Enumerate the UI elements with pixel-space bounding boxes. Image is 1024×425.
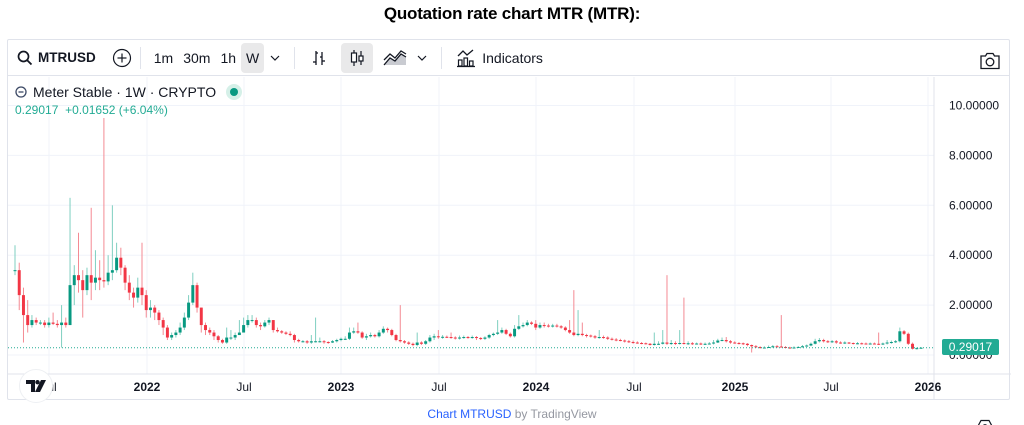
chart-footer: Chart MTRUSD by TradingView [0, 407, 1024, 421]
tradingview-logo[interactable] [19, 369, 53, 403]
timeframe-1h[interactable]: 1h [220, 49, 237, 66]
chevron-down-icon [270, 55, 280, 61]
candlestick-icon [351, 49, 364, 66]
indicators-icon [457, 49, 476, 67]
tradingview-logo-icon [26, 380, 46, 392]
x-axis-tick: Jul [431, 380, 446, 394]
indicators-button[interactable]: Indicators [450, 43, 549, 73]
legend-price: 0.29017 [15, 103, 59, 117]
chart-type-dropdown[interactable] [411, 43, 433, 73]
y-axis-tick: 10.00000 [949, 99, 999, 113]
chevron-down-icon [417, 55, 427, 61]
x-axis-tick: Jul [823, 380, 838, 394]
add-symbol-icon [112, 48, 131, 67]
y-axis-tick: 4.00000 [949, 248, 993, 262]
legend-title: Meter Stable · 1W · CRYPTO [33, 84, 217, 100]
chart-toolbar: MTRUSD 1m 30m 1h W Indicators [8, 40, 1009, 76]
y-axis-tick: 8.00000 [949, 148, 993, 162]
symbol-label: MTRUSD [38, 50, 96, 65]
footer-suffix: by TradingView [511, 407, 597, 421]
chart-widget: MTRUSD 1m 30m 1h W Indicators [7, 39, 1011, 425]
page-title: Quotation rate chart MTR (MTR): [383, 4, 641, 23]
legend-change: +0.01652 [65, 103, 116, 117]
toolbar-divider [139, 46, 141, 69]
timeframe-dropdown[interactable] [264, 43, 286, 73]
chart-legend: Meter Stable · 1W · CRYPTO 0.29017 +0.01… [15, 82, 243, 117]
bar-chart-icon [313, 50, 326, 65]
indicators-label: Indicators [482, 49, 543, 66]
market-status-icon[interactable] [226, 84, 243, 100]
x-axis-tick: 2022 [134, 380, 161, 394]
camera-icon [980, 52, 1000, 70]
x-axis-tick: 2026 [915, 380, 942, 394]
x-axis-tick: 2025 [722, 380, 749, 394]
add-symbol-button[interactable] [112, 43, 132, 73]
x-axis-tick: Jul [626, 380, 641, 394]
symbol-search-button[interactable]: MTRUSD [8, 43, 96, 73]
area-chart-icon [383, 49, 407, 65]
x-axis-tick: 2024 [523, 380, 550, 394]
toolbar-divider [294, 46, 296, 69]
y-axis-tick: 2.00000 [949, 298, 993, 312]
timeframe-w[interactable]: W [241, 42, 265, 73]
y-axis-tick: 6.00000 [949, 198, 993, 212]
area-chart-button[interactable] [379, 43, 411, 73]
last-price-label: 0.29017 [942, 339, 999, 355]
candles [13, 117, 923, 353]
timeframe-30m[interactable]: 30m [183, 49, 211, 66]
legend-change-pct: (+6.04%) [118, 103, 168, 117]
x-axis-tick: Jul [236, 380, 251, 394]
candlestick-button[interactable] [341, 42, 374, 73]
search-icon [17, 50, 33, 65]
timeframe-1m[interactable]: 1m [153, 49, 174, 66]
legend-values: 0.29017 +0.01652 (+6.04%) [15, 103, 242, 117]
bar-chart-button[interactable] [303, 43, 335, 73]
snapshot-button[interactable] [979, 46, 1001, 76]
toolbar-divider [441, 46, 443, 69]
chart-symbol-link[interactable]: Chart MTRUSD [427, 407, 512, 421]
symbol-logo-icon [15, 86, 27, 98]
candlestick-chart[interactable]: 10.000008.000006.000004.000002.000000.00… [8, 40, 1011, 401]
x-axis-tick: 2023 [328, 380, 355, 394]
